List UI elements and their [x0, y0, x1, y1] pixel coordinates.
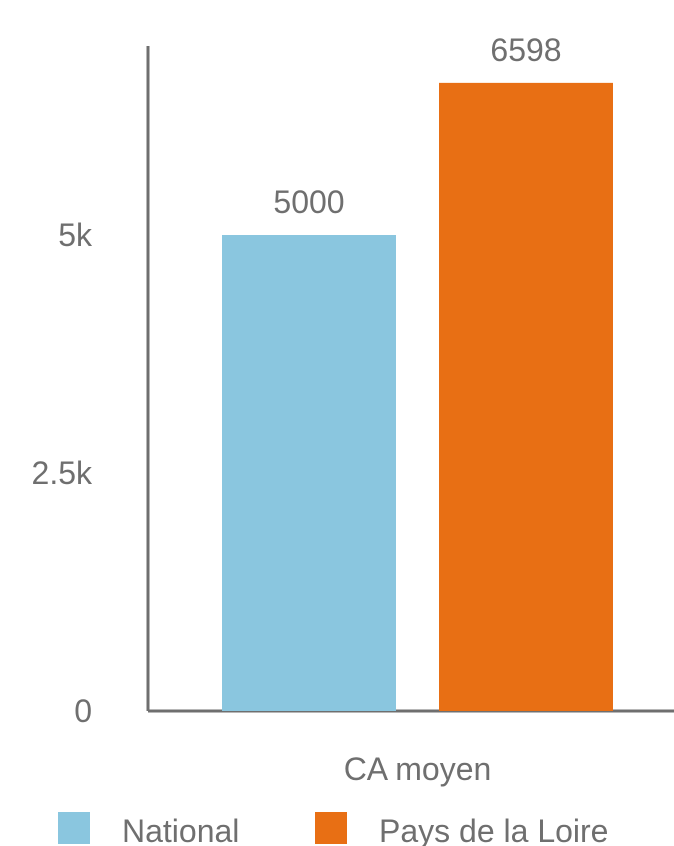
y-tick-label: 0 [74, 693, 92, 729]
x-category-label: CA moyen [344, 751, 492, 787]
legend-swatch-pays-de-la-loire [315, 812, 347, 844]
bars-group [222, 82, 613, 711]
y-tick-label: 2.5k [32, 455, 93, 491]
bar-pays-de-la-loire [439, 82, 613, 711]
legend-label-pays-de-la-loire: Pays de la Loire [379, 813, 608, 846]
y-axis-ticks: 0 2.5k 5k [32, 217, 93, 729]
data-label-pays-de-la-loire: 6598 [490, 32, 561, 68]
legend-label-national: National [122, 813, 239, 846]
legend: National Pays de la Loire [58, 812, 608, 846]
legend-swatch-national [58, 812, 90, 844]
bar-national [222, 235, 396, 711]
data-labels: 5000 6598 [273, 32, 561, 220]
data-label-national: 5000 [273, 184, 344, 220]
y-tick-label: 5k [58, 217, 93, 253]
